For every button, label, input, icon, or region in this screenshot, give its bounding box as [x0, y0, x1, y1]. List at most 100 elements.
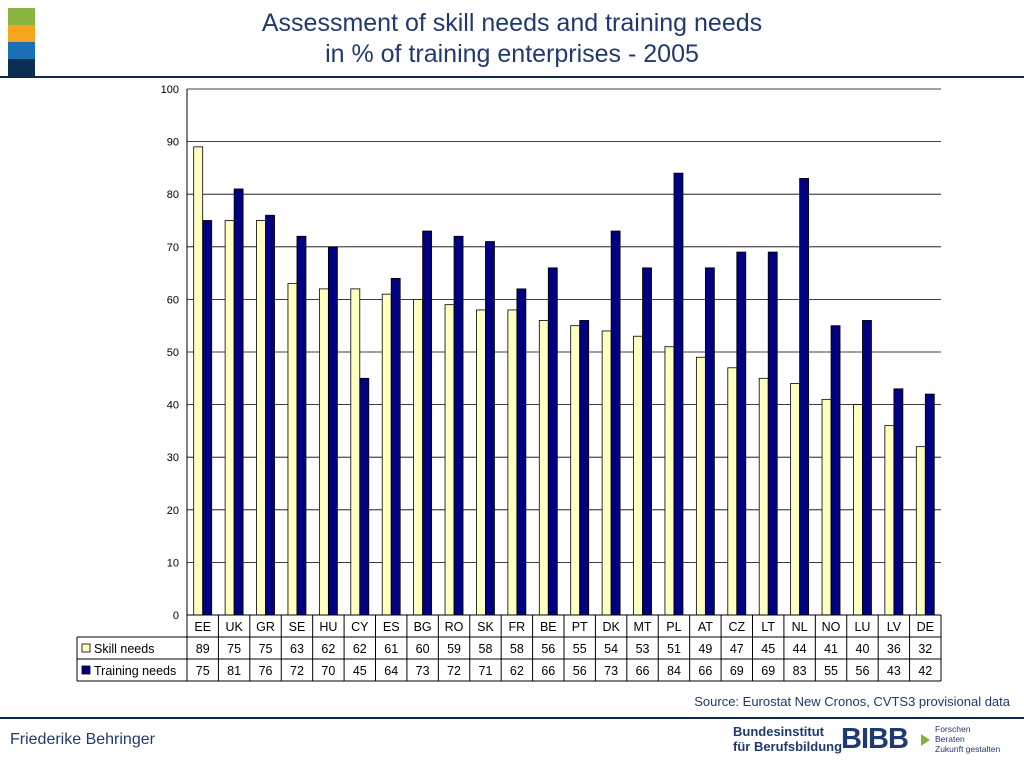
- x-tick-label-UK: UK: [225, 620, 243, 634]
- strip-blue: [8, 42, 35, 59]
- bar-training-LT: [767, 251, 778, 616]
- bar-skill-BG: [413, 298, 424, 616]
- bar-training-ES: [390, 277, 401, 616]
- x-tick-label-GR: GR: [256, 620, 275, 634]
- data-label-training-SK: 71: [479, 664, 493, 678]
- title-line-2: in % of training enterprises - 2005: [325, 40, 699, 68]
- data-label-training-HU: 70: [321, 664, 335, 678]
- bar-skill-EE: [193, 146, 204, 616]
- x-tick-label-LU: LU: [854, 620, 870, 634]
- data-label-training-FR: 62: [510, 664, 524, 678]
- logo-tagline-line-2: Beraten: [935, 734, 965, 744]
- strip-navy: [8, 59, 35, 76]
- bar-training-AT: [704, 267, 715, 616]
- x-tick-label-LT: LT: [761, 620, 775, 634]
- data-label-training-SE: 72: [290, 664, 304, 678]
- bar-training-SK: [485, 241, 495, 616]
- data-label-skill-LT: 45: [761, 642, 775, 656]
- data-label-skill-GR: 75: [259, 642, 273, 656]
- bar-skill-LV: [884, 425, 895, 616]
- bar-training-DE: [924, 393, 935, 616]
- bar-skill-GR: [256, 220, 266, 616]
- data-label-skill-EE: 89: [196, 642, 210, 656]
- data-label-skill-SE: 63: [290, 642, 304, 656]
- bar-training-BG: [422, 230, 433, 616]
- footer-divider: [0, 717, 1024, 719]
- bar-training-CY: [359, 377, 370, 616]
- bar-skill-NL: [790, 383, 801, 616]
- bar-training-MT: [642, 267, 652, 616]
- data-label-training-CY: 45: [353, 664, 367, 678]
- title-divider: [0, 76, 1024, 78]
- data-label-skill-CZ: 47: [730, 642, 744, 656]
- logo-tagline-line-1: Forschen: [935, 724, 971, 734]
- x-tick-label-CZ: CZ: [728, 620, 745, 634]
- y-tick-label-10: 10: [167, 557, 179, 569]
- title-line-1: Assessment of skill needs and training n…: [261, 9, 763, 37]
- x-tick-label-SK: SK: [477, 620, 494, 634]
- data-label-training-BE: 66: [541, 664, 555, 678]
- x-tick-label-BG: BG: [414, 620, 432, 634]
- color-strip: [8, 8, 35, 76]
- x-tick-label-DK: DK: [602, 620, 620, 634]
- data-label-skill-DK: 54: [604, 642, 618, 656]
- logo-institut-text: Bundesinstitut für Berufsbildung: [733, 724, 843, 754]
- bar-training-EE: [202, 220, 213, 616]
- y-tick-label-40: 40: [167, 400, 179, 412]
- bar-training-GR: [265, 214, 275, 616]
- y-tick-label-70: 70: [167, 242, 179, 254]
- data-label-training-LV: 43: [887, 664, 901, 678]
- data-label-skill-SK: 58: [479, 642, 493, 656]
- data-label-skill-UK: 75: [227, 642, 241, 656]
- logo-arrow-icon: [921, 734, 930, 746]
- x-tick-label-MT: MT: [634, 620, 652, 634]
- bar-skill-MT: [633, 335, 643, 616]
- data-label-skill-NL: 44: [793, 642, 807, 656]
- x-tick-label-DE: DE: [917, 620, 934, 634]
- y-tick-label-90: 90: [167, 137, 179, 149]
- strip-orange: [8, 25, 35, 42]
- data-label-training-CZ: 69: [730, 664, 744, 678]
- data-label-training-AT: 66: [698, 664, 712, 678]
- data-label-training-PT: 56: [573, 664, 587, 678]
- data-label-skill-HU: 62: [321, 642, 335, 656]
- legend-swatch-0: [81, 643, 91, 653]
- data-label-skill-FR: 58: [510, 642, 524, 656]
- data-label-training-LT: 69: [761, 664, 775, 678]
- bar-skill-SE: [287, 283, 298, 616]
- bar-skill-AT: [695, 356, 706, 616]
- logo-mark: BIBB: [841, 723, 909, 755]
- y-tick-label-30: 30: [167, 452, 179, 464]
- logo-institut-line-2: für Berufsbildung: [733, 739, 843, 754]
- bar-chart: 0 10 20 30 40 50 60 70 80 90 100 EE UK GR SE HU CY ES BG RO…: [76, 84, 942, 682]
- x-tick-label-HU: HU: [319, 620, 337, 634]
- bar-skill-PT: [570, 325, 581, 616]
- data-label-skill-ES: 61: [384, 642, 398, 656]
- data-label-training-PL: 84: [667, 664, 681, 678]
- logo-institut-line-1: Bundesinstitut: [733, 724, 824, 739]
- bar-skill-RO: [444, 304, 455, 616]
- strip-green: [8, 8, 35, 25]
- data-label-training-ES: 64: [384, 664, 398, 678]
- bar-training-RO: [453, 235, 464, 616]
- x-tick-label-LV: LV: [887, 620, 902, 634]
- x-tick-label-BE: BE: [540, 620, 557, 634]
- bar-training-SE: [296, 235, 307, 616]
- x-tick-label-ES: ES: [383, 620, 400, 634]
- y-tick-label-20: 20: [167, 505, 179, 517]
- data-label-skill-PL: 51: [667, 642, 681, 656]
- bar-skill-LU: [853, 404, 863, 616]
- data-label-skill-PT: 55: [573, 642, 587, 656]
- bar-skill-DK: [601, 330, 612, 616]
- bar-skill-PL: [664, 346, 675, 616]
- logo-tagline-line-3: Zukunft gestalten: [935, 744, 1001, 754]
- legend-swatch-1: [81, 665, 91, 675]
- bar-training-CZ: [736, 251, 747, 616]
- data-label-skill-CY: 62: [353, 642, 367, 656]
- bar-training-LU: [862, 320, 872, 616]
- x-tick-label-PL: PL: [666, 620, 681, 634]
- data-label-training-DK: 73: [604, 664, 618, 678]
- legend-label-1: Training needs: [94, 664, 176, 678]
- bar-skill-DE: [915, 446, 926, 616]
- bar-skill-BE: [538, 320, 549, 616]
